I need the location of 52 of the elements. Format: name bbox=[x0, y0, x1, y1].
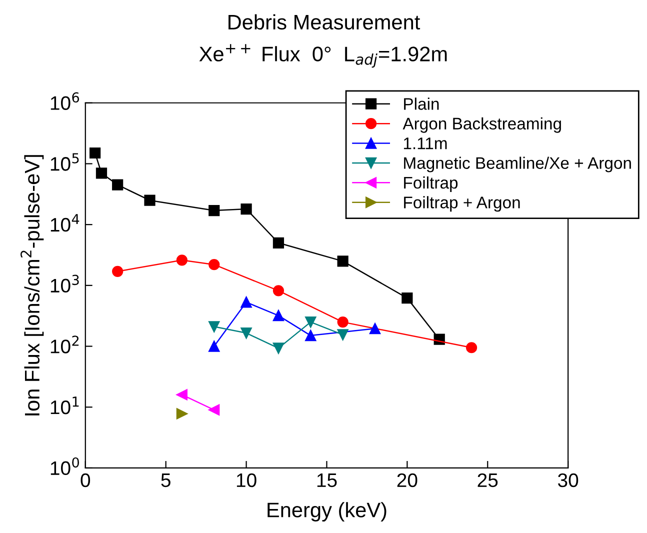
y-axis-title: Ion Flux [Ions/cm$^{2}$-pulse-eV] bbox=[20, 155, 44, 416]
point bbox=[208, 204, 220, 216]
point bbox=[144, 194, 156, 206]
legend-label: Plain bbox=[404, 98, 439, 110]
y-tick-label: 10$^{1}$ bbox=[50, 396, 79, 414]
x-tick-label: 10 bbox=[236, 473, 256, 488]
point bbox=[96, 168, 108, 179]
x-tick-label: 20 bbox=[397, 473, 418, 488]
y-tick-label: 10$^{2}$ bbox=[50, 336, 79, 354]
x-tick-label: 5 bbox=[161, 474, 170, 488]
x-tick-label: 0 bbox=[80, 473, 90, 488]
chart-title: Debris Measurement bbox=[228, 14, 420, 30]
legend-label: Argon Backstreaming bbox=[402, 117, 561, 133]
legend-label: 1.11m bbox=[404, 138, 447, 150]
point bbox=[272, 342, 284, 354]
point bbox=[369, 323, 381, 334]
x-axis-title: Energy (keV) bbox=[268, 502, 386, 522]
point bbox=[305, 316, 316, 328]
point bbox=[112, 266, 124, 277]
point bbox=[240, 296, 252, 308]
point bbox=[240, 203, 252, 215]
legend-label: Foiltrap + Argon bbox=[404, 196, 520, 212]
point bbox=[208, 404, 220, 416]
y-tick-label: 10$^{6}$ bbox=[50, 92, 80, 110]
x-tick-label: 25 bbox=[478, 473, 498, 488]
point bbox=[272, 310, 284, 322]
point bbox=[208, 321, 220, 332]
point bbox=[176, 389, 188, 400]
point bbox=[466, 342, 478, 354]
point bbox=[305, 330, 316, 342]
point bbox=[176, 254, 188, 266]
point bbox=[272, 285, 284, 296]
point bbox=[402, 292, 413, 304]
y-tick-label: 10$^{4}$ bbox=[50, 214, 80, 232]
legend-label: Magnetic Beamline/Xe + Argon bbox=[404, 156, 631, 172]
point bbox=[240, 327, 252, 339]
point bbox=[112, 179, 124, 190]
legend-label: Foiltrap bbox=[404, 176, 458, 192]
x-tick-label: 30 bbox=[558, 473, 578, 488]
point bbox=[272, 237, 284, 248]
point bbox=[208, 340, 220, 352]
point bbox=[337, 329, 348, 340]
point bbox=[208, 259, 220, 270]
y-tick-label: 10$^{0}$ bbox=[50, 457, 79, 476]
point bbox=[337, 316, 348, 328]
chart-subtitle: Xe$^{++}$ Flux 0° L$_{adj}$=1.92m bbox=[199, 44, 447, 68]
point bbox=[90, 147, 101, 159]
y-tick-label: 10$^{3}$ bbox=[50, 274, 79, 293]
point bbox=[337, 256, 348, 267]
x-tick-label: 15 bbox=[317, 474, 337, 488]
y-tick-label: 10$^{5}$ bbox=[50, 153, 79, 171]
point bbox=[176, 408, 188, 420]
